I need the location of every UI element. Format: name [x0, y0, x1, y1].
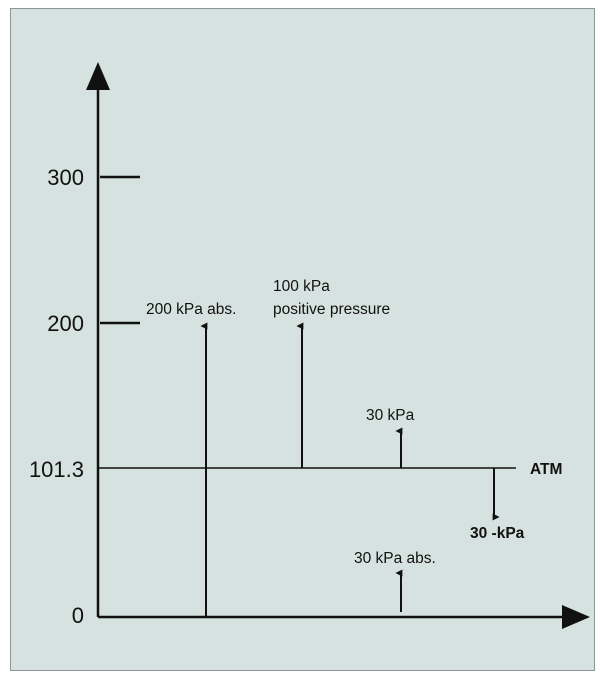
y-axis: [86, 62, 110, 617]
negative-30-label: 30 -kPa: [470, 525, 525, 542]
atm-label: ATM: [530, 461, 562, 478]
y-axis-arrowhead: [86, 62, 110, 90]
y-tick-300: 300: [47, 165, 84, 190]
abs-200-label: 200 kPa abs.: [146, 301, 236, 318]
positive-pressure-label-line1: 100 kPa: [273, 278, 330, 295]
positive-pressure-label-line2: positive pressure: [273, 301, 390, 318]
y-tick-0: 0: [72, 603, 84, 628]
y-tick-101-3: 101.3: [29, 457, 84, 482]
x-axis-arrowhead: [562, 605, 590, 629]
y-tick-200: 200: [47, 311, 84, 336]
gauge-30-label: 30 kPa: [366, 407, 415, 424]
x-axis: [98, 605, 590, 629]
abs-30-label: 30 kPa abs.: [354, 550, 436, 567]
